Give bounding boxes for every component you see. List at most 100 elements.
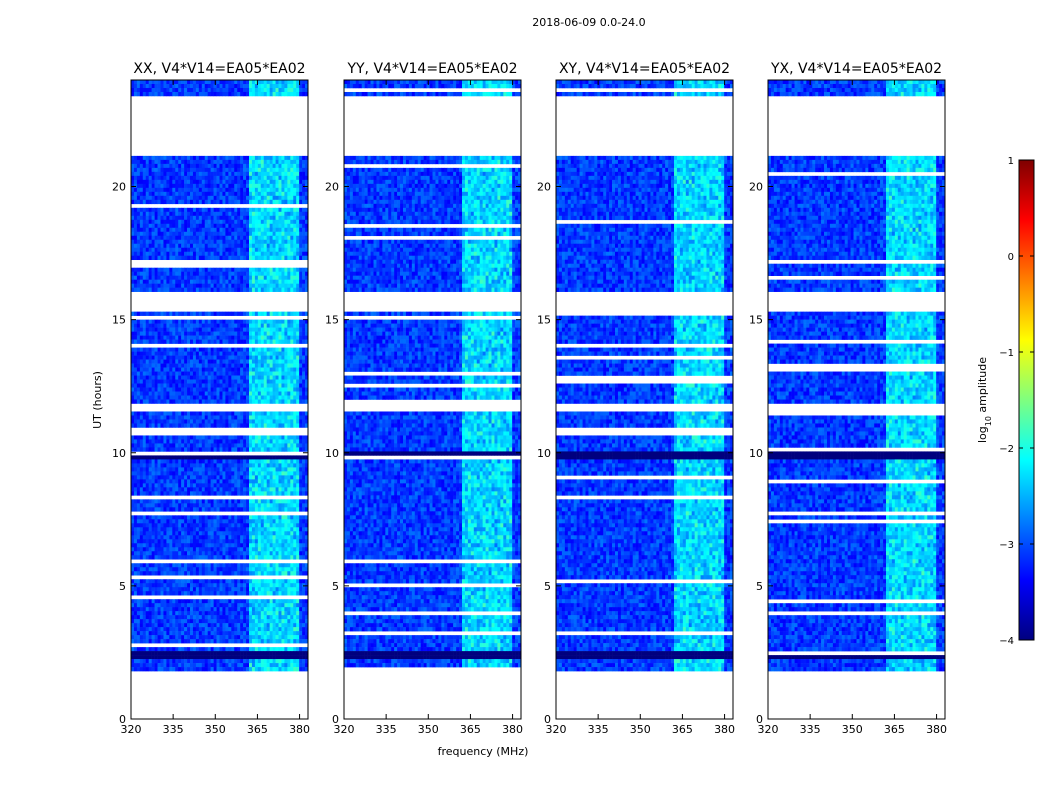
heatmap-cell: [220, 236, 223, 240]
heatmap-cell: [196, 176, 199, 180]
heatmap-cell: [225, 232, 228, 236]
heatmap-cell: [199, 80, 202, 84]
heatmap-cell: [243, 196, 246, 200]
heatmap-cell: [152, 232, 155, 236]
heatmap-cell: [267, 248, 270, 252]
heatmap-cell: [155, 220, 158, 224]
heatmap-cell: [258, 212, 261, 216]
heatmap-cell: [284, 208, 287, 212]
heatmap-cell: [158, 92, 161, 96]
heatmap-cell: [146, 168, 149, 172]
heatmap-cell: [155, 196, 158, 200]
heatmap-cell: [258, 208, 261, 212]
heatmap-cell: [220, 164, 223, 168]
heatmap-cell: [155, 88, 158, 92]
heatmap-cell: [237, 80, 240, 84]
heatmap-cell: [175, 164, 178, 168]
heatmap-cell: [281, 172, 284, 176]
heatmap-cell: [172, 220, 175, 224]
heatmap-cell: [267, 84, 270, 88]
heatmap-cell: [137, 220, 140, 224]
heatmap-cell: [166, 272, 169, 276]
heatmap-cell: [267, 272, 270, 276]
heatmap-cell: [231, 268, 234, 272]
heatmap-cell: [234, 180, 237, 184]
heatmap-cell: [214, 188, 217, 192]
heatmap-cell: [276, 84, 279, 88]
heatmap-cell: [175, 216, 178, 220]
heatmap-cell: [169, 212, 172, 216]
heatmap-cell: [222, 176, 225, 180]
heatmap-cell: [237, 164, 240, 168]
heatmap-cell: [231, 188, 234, 192]
heatmap-cell: [284, 224, 287, 228]
heatmap-cell: [234, 236, 237, 240]
heatmap-cell: [258, 268, 261, 272]
heatmap-cell: [155, 80, 158, 84]
heatmap-cell: [158, 272, 161, 276]
heatmap-cell: [184, 252, 187, 256]
heatmap-cell: [299, 248, 302, 252]
heatmap-cell: [246, 188, 249, 192]
heatmap-cell: [237, 168, 240, 172]
heatmap-cell: [287, 156, 290, 160]
heatmap-cell: [284, 240, 287, 244]
heatmap-cell: [258, 244, 261, 248]
heatmap-cell: [143, 92, 146, 96]
heatmap-cell: [161, 156, 164, 160]
heatmap-cell: [163, 188, 166, 192]
heatmap-cell: [205, 236, 208, 240]
heatmap-cell: [264, 268, 267, 272]
heatmap-cell: [264, 184, 267, 188]
heatmap-cell: [175, 184, 178, 188]
heatmap-cell: [225, 188, 228, 192]
heatmap-cell: [202, 84, 205, 88]
heatmap-cell: [140, 244, 143, 248]
heatmap-cell: [302, 256, 305, 260]
heatmap-cell: [217, 172, 220, 176]
heatmap-cell: [193, 200, 196, 204]
heatmap-cell: [199, 208, 202, 212]
heatmap-cell: [211, 272, 214, 276]
heatmap-cell: [193, 160, 196, 164]
heatmap-cell: [287, 236, 290, 240]
heatmap-cell: [264, 176, 267, 180]
heatmap-cell: [252, 92, 255, 96]
heatmap-cell: [258, 188, 261, 192]
heatmap-cell: [140, 92, 143, 96]
heatmap-cell: [273, 184, 276, 188]
heatmap-cell: [252, 172, 255, 176]
heatmap-cell: [169, 216, 172, 220]
heatmap-cell: [228, 256, 231, 260]
heatmap-cell: [255, 88, 258, 92]
heatmap-cell: [166, 236, 169, 240]
heatmap-cell: [237, 192, 240, 196]
heatmap-cell: [225, 212, 228, 216]
heatmap-cell: [281, 196, 284, 200]
heatmap-cell: [293, 84, 296, 88]
heatmap-cell: [134, 168, 137, 172]
heatmap-cell: [155, 184, 158, 188]
panels-group: XX, V4*V14=EA05*EA02320 335 350 365 38005101…: [112, 61, 947, 736]
heatmap-cell: [208, 192, 211, 196]
heatmap-cell: [261, 220, 264, 224]
heatmap-cell: [273, 220, 276, 224]
heatmap-cell: [214, 236, 217, 240]
heatmap-cell: [178, 232, 181, 236]
heatmap-cell: [193, 176, 196, 180]
heatmap-cell: [146, 224, 149, 228]
heatmap-cell: [169, 232, 172, 236]
heatmap-cell: [172, 180, 175, 184]
heatmap-cell: [287, 80, 290, 84]
heatmap-cell: [199, 252, 202, 256]
heatmap-cell: [202, 208, 205, 212]
heatmap-cell: [184, 244, 187, 248]
heatmap-cell: [281, 88, 284, 92]
heatmap-cell: [166, 84, 169, 88]
heatmap-cell: [222, 80, 225, 84]
heatmap-cell: [208, 184, 211, 188]
heatmap-cell: [290, 92, 293, 96]
heatmap-cell: [181, 180, 184, 184]
heatmap-cell: [163, 216, 166, 220]
heatmap-cell: [231, 156, 234, 160]
